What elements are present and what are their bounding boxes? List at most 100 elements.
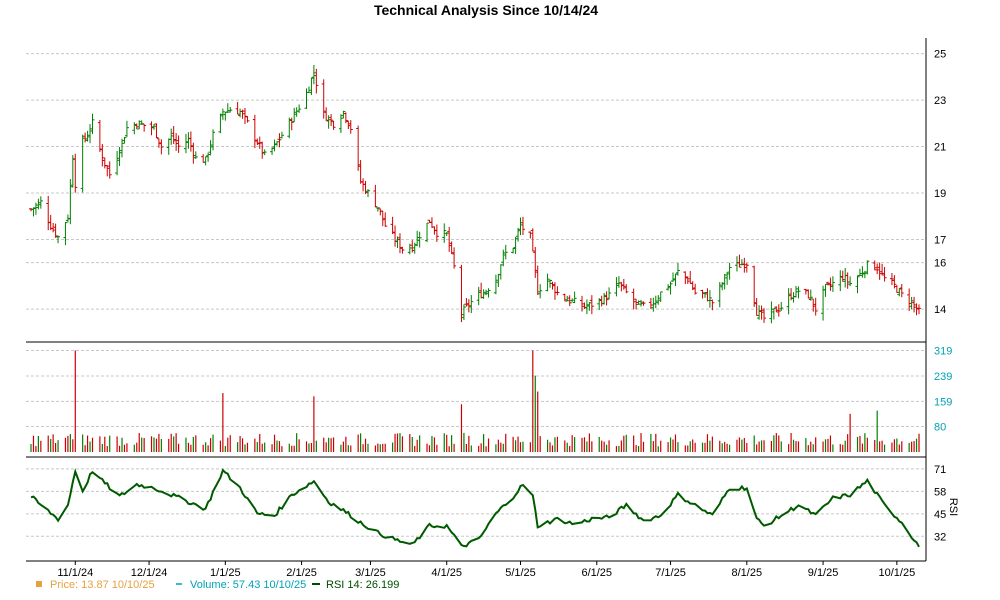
price-bar bbox=[634, 298, 639, 310]
price-bar bbox=[520, 216, 525, 235]
price-bar bbox=[228, 106, 233, 113]
price-bar bbox=[449, 241, 454, 255]
price-bar bbox=[390, 216, 395, 235]
price-bar bbox=[240, 109, 245, 119]
price-bar bbox=[211, 129, 216, 151]
price-bar bbox=[484, 289, 489, 296]
price-bar bbox=[459, 264, 464, 323]
price-bar bbox=[304, 88, 309, 109]
price-bar bbox=[358, 159, 363, 184]
price-bar bbox=[412, 242, 417, 254]
price-bar bbox=[134, 123, 139, 130]
price-bar bbox=[279, 131, 284, 139]
price-bar bbox=[329, 114, 334, 126]
price-bar bbox=[776, 304, 781, 317]
price-bar bbox=[356, 125, 361, 171]
price-legend-icon bbox=[36, 581, 42, 587]
price-bar bbox=[865, 260, 870, 275]
price-bar bbox=[326, 115, 331, 129]
price-bar bbox=[407, 243, 412, 255]
price-bar bbox=[149, 121, 154, 136]
x-tick-label: 6/1/25 bbox=[581, 567, 612, 579]
price-bar bbox=[183, 133, 188, 154]
price-bar bbox=[614, 277, 619, 297]
price-bar bbox=[690, 281, 695, 291]
price-bar bbox=[378, 208, 383, 216]
price-bar bbox=[796, 286, 801, 299]
price-bar bbox=[132, 122, 137, 135]
price-bar bbox=[693, 283, 698, 295]
price-bar bbox=[38, 196, 43, 209]
price-bar bbox=[262, 149, 267, 156]
price-bar bbox=[917, 304, 921, 315]
price-bar bbox=[582, 302, 587, 309]
price-bar bbox=[624, 284, 629, 294]
price-bar bbox=[727, 262, 732, 280]
price-bar bbox=[570, 298, 575, 302]
price-bar bbox=[511, 247, 516, 254]
price-bar bbox=[137, 120, 142, 130]
price-bar bbox=[838, 270, 843, 292]
price-bar bbox=[100, 144, 105, 167]
price-bar bbox=[417, 231, 422, 248]
price-bar bbox=[567, 295, 572, 307]
x-tick-label: 2/1/25 bbox=[286, 567, 317, 579]
price-bar bbox=[744, 262, 749, 273]
price-bar bbox=[830, 276, 835, 292]
legend: Price: 13.87 10/10/25 Volume: 57.43 10/10… bbox=[36, 579, 399, 591]
price-bar bbox=[762, 308, 767, 323]
price-bar bbox=[518, 217, 523, 236]
price-bar bbox=[597, 298, 602, 310]
price-bar bbox=[159, 139, 164, 155]
price-bar bbox=[648, 298, 653, 309]
price-bar bbox=[912, 296, 917, 313]
price-bar bbox=[580, 295, 585, 312]
price-bar bbox=[272, 139, 277, 152]
legend-label: Volume: 57.43 10/10/25 bbox=[190, 579, 306, 591]
volume-tick-label: 319 bbox=[934, 346, 952, 358]
price-bar bbox=[771, 308, 776, 320]
price-bar bbox=[341, 110, 346, 119]
price-bar bbox=[373, 184, 378, 208]
price-bar bbox=[208, 140, 213, 156]
price-bar bbox=[174, 133, 179, 151]
price-bar bbox=[425, 222, 430, 243]
price-bar bbox=[530, 228, 535, 252]
price-bar bbox=[621, 278, 626, 290]
price-bar bbox=[572, 291, 577, 304]
price-bar bbox=[675, 263, 680, 276]
price-bar bbox=[235, 101, 240, 115]
price-bar bbox=[363, 180, 368, 195]
price-bar bbox=[277, 133, 282, 148]
x-tick-label: 4/1/25 bbox=[431, 567, 462, 579]
price-bar bbox=[619, 282, 624, 292]
price-tick-label: 14 bbox=[934, 304, 946, 316]
price-bar bbox=[875, 263, 880, 275]
price-bar bbox=[466, 299, 471, 313]
price-bar bbox=[843, 268, 848, 288]
price-bar bbox=[201, 154, 206, 163]
price-bar bbox=[685, 276, 690, 284]
price-bar bbox=[607, 287, 612, 300]
price-bar bbox=[481, 289, 486, 299]
price-bar bbox=[176, 135, 181, 153]
price-bar bbox=[375, 207, 380, 212]
price-tick-label: 25 bbox=[934, 49, 946, 61]
price-bar bbox=[813, 297, 818, 316]
price-bar bbox=[720, 282, 725, 291]
rsi-axis-title: RSI bbox=[947, 498, 959, 516]
price-bar bbox=[51, 222, 56, 233]
price-bar bbox=[825, 281, 830, 286]
price-bar bbox=[346, 120, 351, 130]
price-bar bbox=[287, 117, 292, 139]
price-bar bbox=[528, 231, 533, 239]
price-bar bbox=[380, 210, 385, 227]
price-bar bbox=[860, 266, 865, 278]
price-bar bbox=[107, 161, 112, 179]
price-bar bbox=[616, 276, 621, 288]
price-bar bbox=[806, 289, 811, 299]
price-bar bbox=[65, 214, 70, 223]
price-bar bbox=[306, 86, 311, 94]
price-bar bbox=[493, 274, 498, 295]
